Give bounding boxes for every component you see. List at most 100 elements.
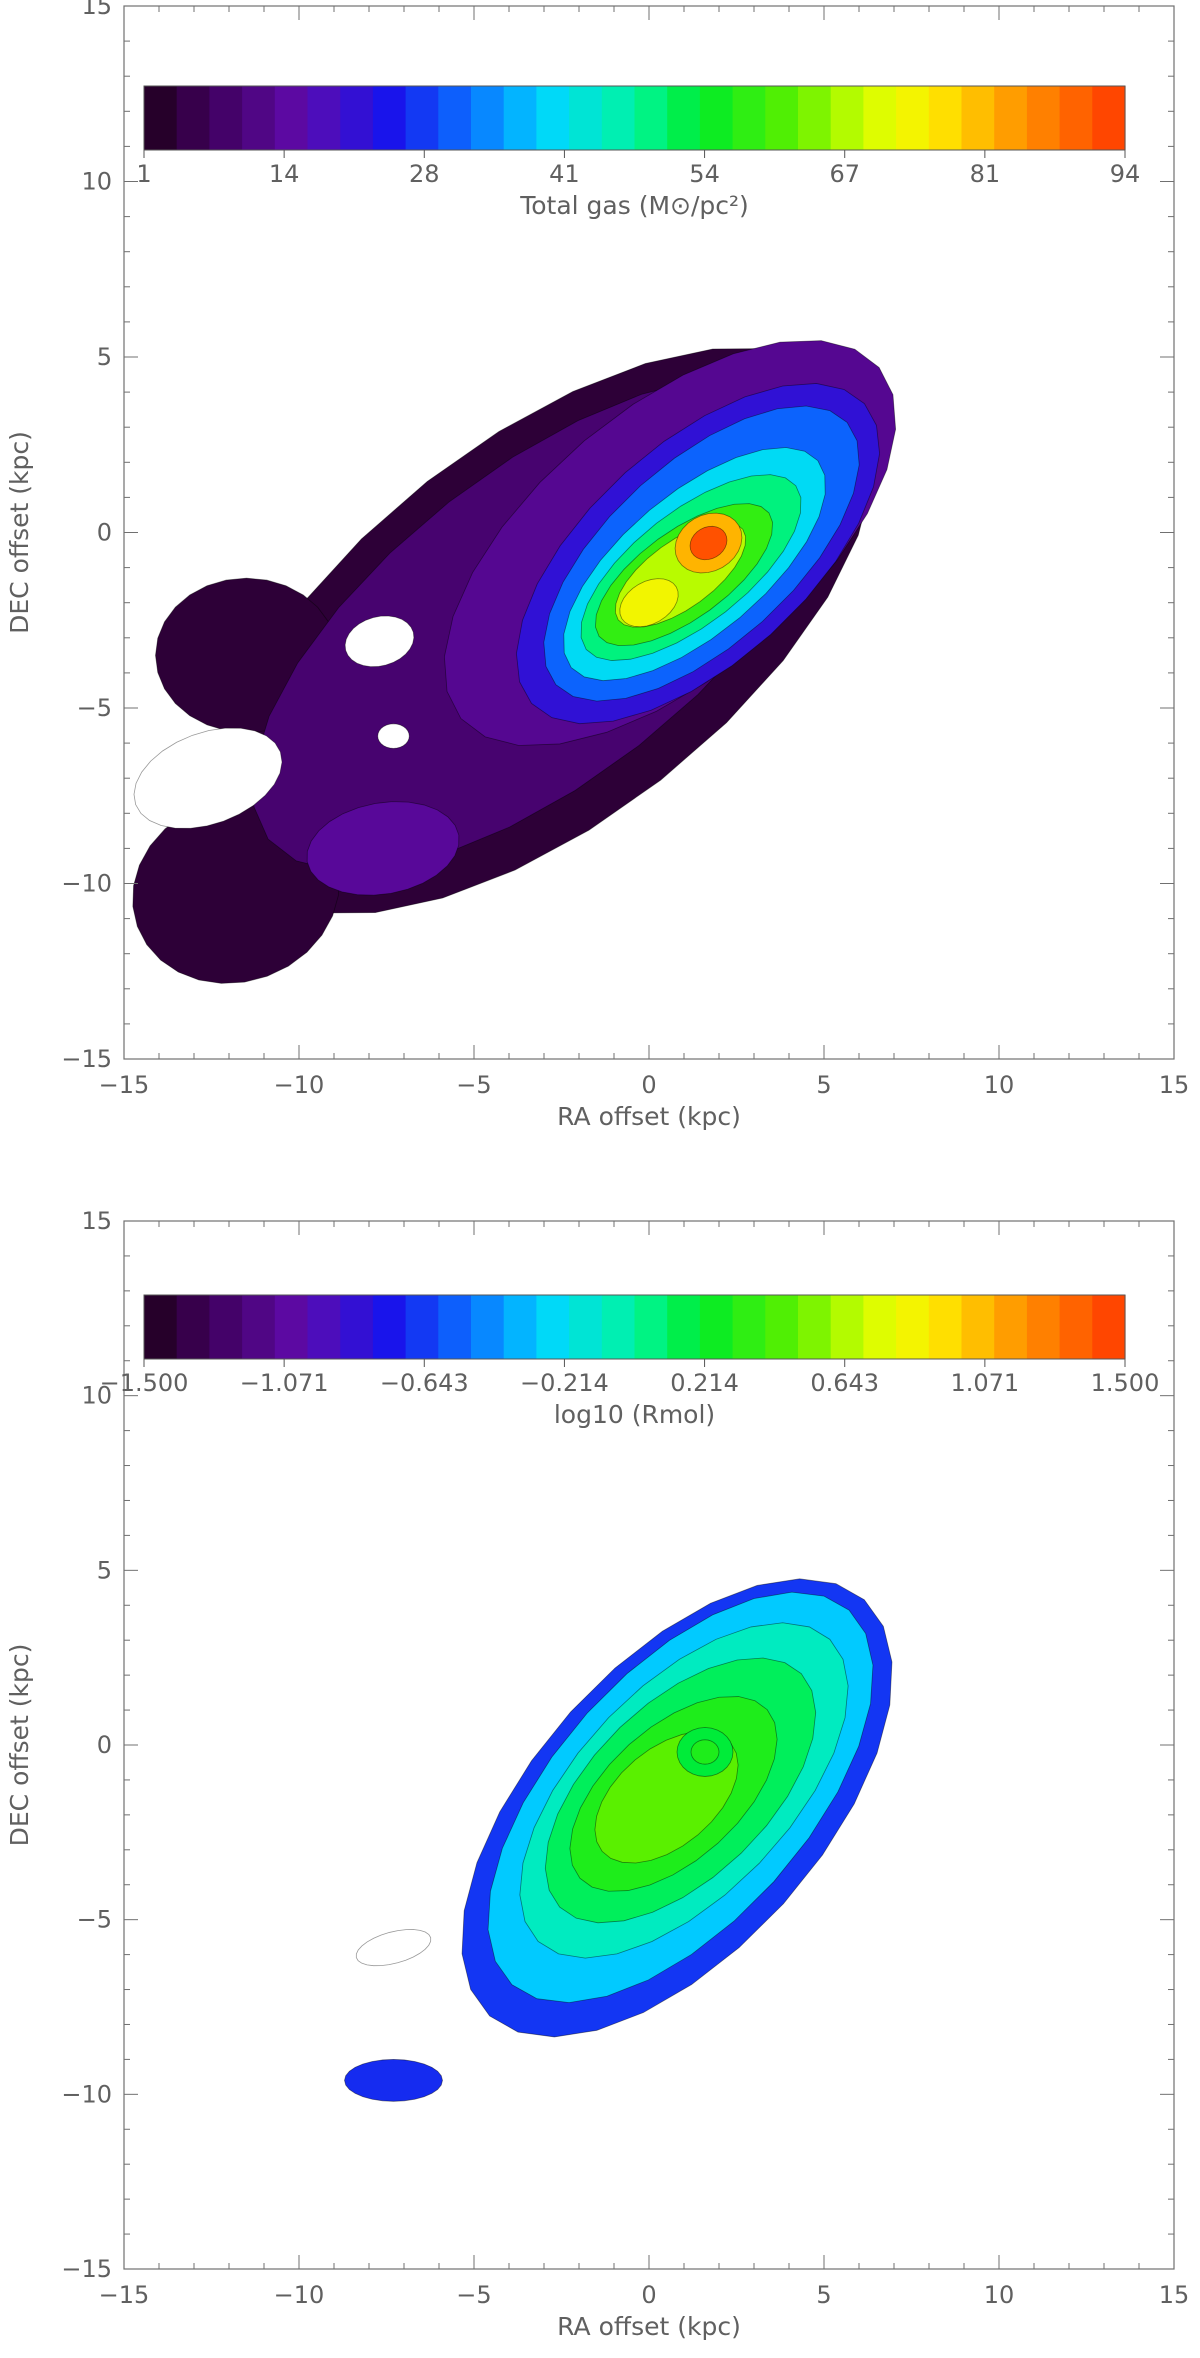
y-tick-label: −15 (61, 1045, 112, 1073)
colorbar-segment (242, 1295, 276, 1359)
y-tick-label: 15 (81, 0, 112, 20)
colorbar-segment (274, 1295, 309, 1359)
colorbar-segment (1059, 1295, 1093, 1359)
colorbar-segment (438, 86, 472, 150)
axis-ticks (123, 5, 1175, 1060)
colorbar-segment (569, 86, 603, 150)
colorbar-segment (601, 86, 636, 150)
contour-level-13 (619, 578, 679, 628)
colorbar-segment (928, 86, 963, 150)
y-tick-label: 0 (97, 1731, 112, 1759)
colorbar-label: log10 (Rmol) (554, 1400, 715, 1429)
masked-hole (377, 723, 410, 749)
colorbar-segment (896, 1295, 930, 1359)
y-tick-label: −5 (77, 1906, 112, 1934)
colorbar: 1 14 28 41 54 67 81 94 Total gas (M⊙/pc²) (136, 85, 1141, 220)
contour-level-9 (690, 1739, 720, 1765)
colorbar-segment (634, 86, 668, 150)
x-tick-label: −15 (99, 2281, 150, 2309)
x-tick-label: 0 (641, 2281, 656, 2309)
total-gas-map: −15 −10 −5 0 5 10 15 −15 −10 −5 0 5 10 15 RA offset (k… (5, 0, 1189, 1131)
colorbar-tick-label: 94 (1110, 160, 1141, 188)
colorbar-segment (372, 1295, 407, 1359)
x-tick-label: −5 (456, 2281, 491, 2309)
masked-hole (344, 615, 415, 668)
colorbar-tick-label: −0.643 (380, 1369, 469, 1397)
x-axis-title: RA offset (kpc) (557, 2312, 741, 2341)
colorbar-segment (274, 86, 309, 150)
colorbar-tick-label: 0.214 (670, 1369, 739, 1397)
colorbar-segment (340, 1295, 374, 1359)
x-tick-label: −10 (274, 1071, 325, 1099)
masked-hole (133, 727, 283, 829)
colorbar-segment (601, 1295, 636, 1359)
colorbar-segment (667, 1295, 701, 1359)
colorbar-tick-label: −1.071 (240, 1369, 329, 1397)
contour-level-5 (306, 801, 460, 896)
x-tick-label: −5 (456, 1071, 491, 1099)
rmol-map: −15 −10 −5 0 5 10 15 −15 −10 −5 0 5 10 15 RA offset (k… (5, 1207, 1190, 2341)
y-tick-label: −5 (77, 694, 112, 722)
axis-ticks (123, 1220, 1175, 2270)
colorbar-segment (699, 1295, 734, 1359)
colorbar-frame (143, 1294, 1126, 1360)
y-tick-label: 10 (81, 1382, 112, 1410)
colorbar-segment (667, 86, 701, 150)
colorbar-segment (144, 86, 178, 150)
colorbar-segment (634, 1295, 668, 1359)
colorbar-segment (1026, 1295, 1061, 1359)
colorbar-tick-label: 14 (269, 160, 300, 188)
contour-fill (132, 340, 897, 984)
colorbar-tick-label: 0.643 (810, 1369, 879, 1397)
colorbar-segment (405, 86, 439, 150)
colorbar-frame (143, 85, 1126, 151)
contour-level-2 (344, 2058, 443, 2102)
y-tick-label: −10 (61, 870, 112, 898)
colorbar-segment (372, 86, 407, 150)
y-axis-title: DEC offset (kpc) (5, 431, 34, 634)
y-tick-label: 10 (81, 168, 112, 196)
colorbar-segment (798, 1295, 832, 1359)
colorbar-tick-label: 1 (136, 160, 151, 188)
y-tick-label: 15 (81, 1207, 112, 1235)
y-tick-label: 5 (97, 1556, 112, 1584)
colorbar-tick-label: 81 (970, 160, 1001, 188)
colorbar-label: Total gas (M⊙/pc²) (519, 191, 749, 220)
panel-total-gas: −15 −10 −5 0 5 10 15 −15 −10 −5 0 5 10 15 RA offset (k… (5, 0, 1189, 1131)
colorbar-tick-label: −1.500 (100, 1369, 189, 1397)
colorbar-segment (503, 1295, 537, 1359)
colorbar-segment (1092, 1295, 1126, 1359)
colorbar-segment (471, 86, 505, 150)
y-axis-title: DEC offset (kpc) (5, 1644, 34, 1847)
y-tick-label: 0 (97, 519, 112, 547)
colorbar-segment (732, 1295, 766, 1359)
x-axis-title: RA offset (kpc) (557, 1102, 741, 1131)
colorbar-tick-label: 54 (689, 160, 720, 188)
colorbar-segment (242, 86, 276, 150)
colorbar-segment (994, 1295, 1028, 1359)
colorbar-tick-label: 1.071 (950, 1369, 1019, 1397)
colorbar-segment (928, 1295, 963, 1359)
colorbar-segment (209, 1295, 243, 1359)
colorbar-segment (765, 86, 799, 150)
x-tick-label: −10 (274, 2281, 325, 2309)
colorbar-segment (307, 1295, 341, 1359)
contour-fill (344, 1578, 893, 2102)
colorbar-segment (1059, 86, 1093, 150)
colorbar-tick-label: 1.500 (1091, 1369, 1160, 1397)
x-tick-label: 0 (641, 1071, 656, 1099)
colorbar-segment (144, 1295, 178, 1359)
colorbar-segment (307, 86, 341, 150)
panel-rmol: −15 −10 −5 0 5 10 15 −15 −10 −5 0 5 10 15 RA offset (k… (0, 1179, 1200, 2358)
y-tick-label: −10 (61, 2080, 112, 2108)
x-tick-label: 15 (1159, 2281, 1190, 2309)
colorbar-segment (830, 86, 864, 150)
colorbar-tick-label: 67 (829, 160, 860, 188)
x-tick-label: 10 (984, 2281, 1015, 2309)
colorbar-segment (176, 86, 210, 150)
colorbar-segment (830, 1295, 864, 1359)
colorbar-segment (471, 1295, 505, 1359)
colorbar-segment (536, 1295, 570, 1359)
colorbar-segment (863, 86, 897, 150)
y-tick-label: 5 (97, 343, 112, 371)
